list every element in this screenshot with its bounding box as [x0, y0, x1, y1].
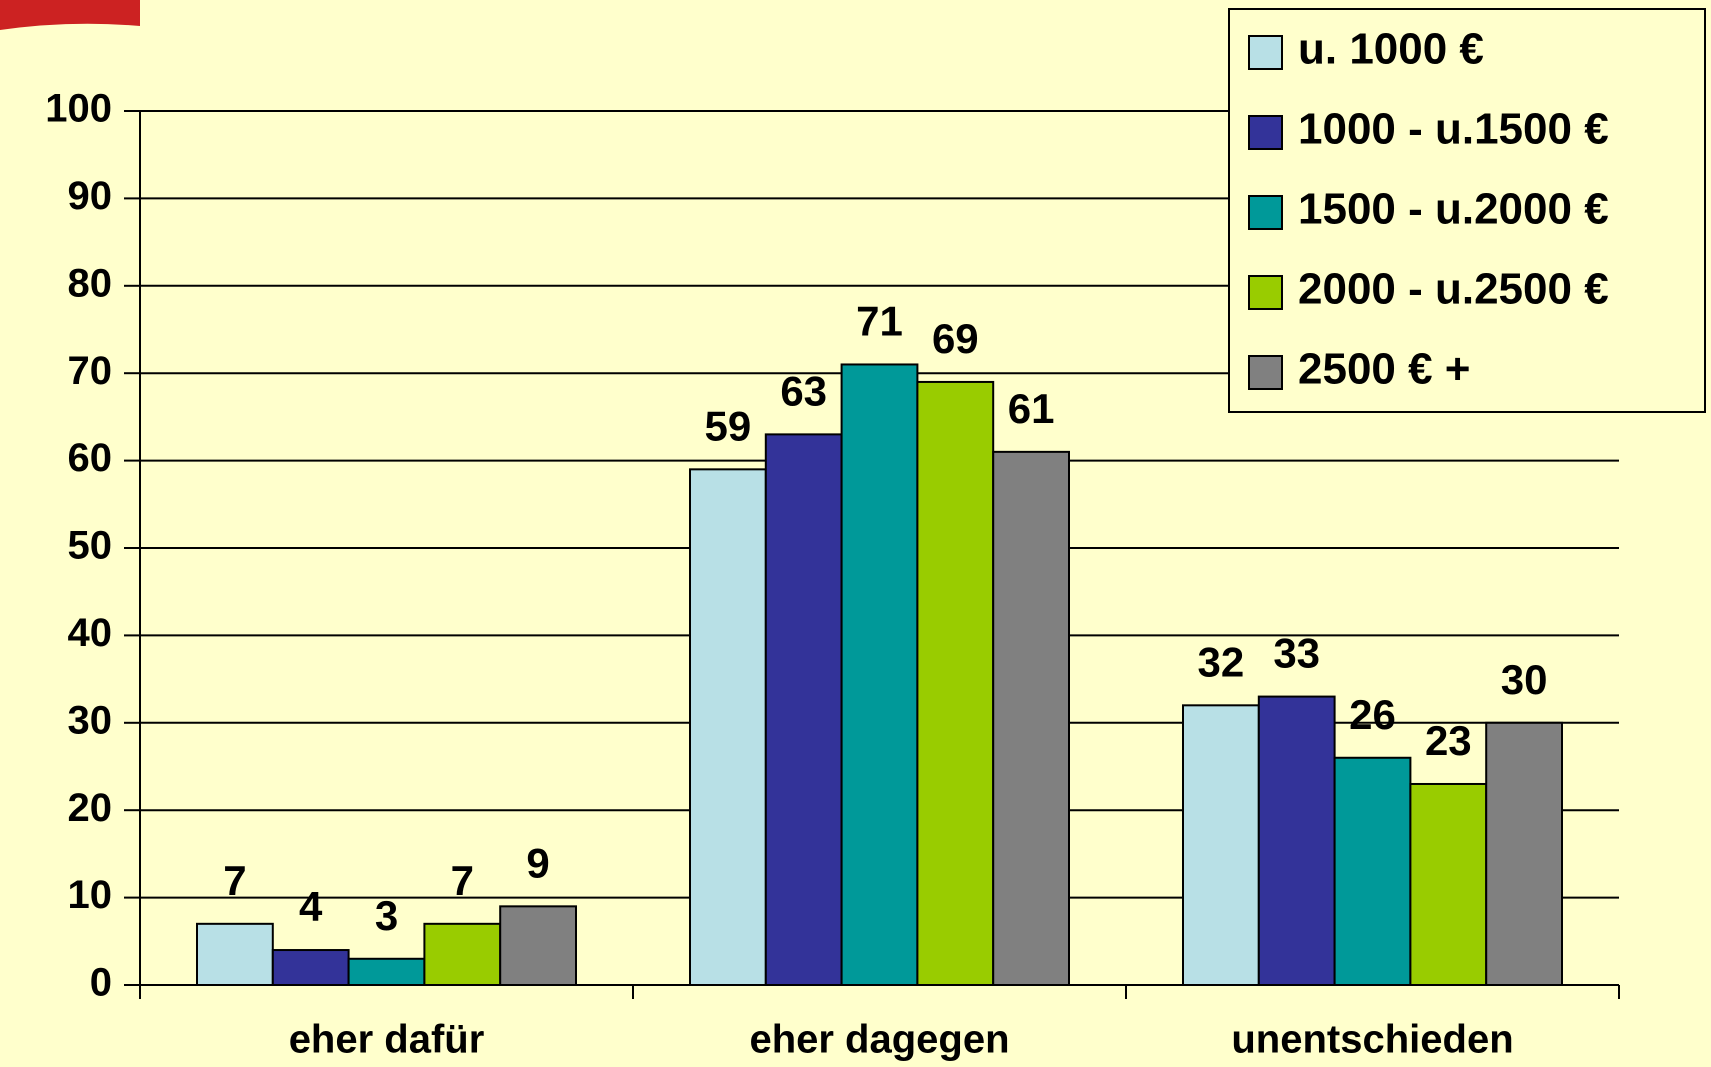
value-label: 61 — [1008, 385, 1055, 432]
y-tick-label: 20 — [68, 786, 113, 830]
bar — [840, 363, 919, 986]
value-label: 23 — [1425, 717, 1472, 764]
legend-label: 2000 - u.2500 € — [1298, 265, 1609, 314]
x-tick-label: eher dafür — [289, 1018, 485, 1062]
bar — [1182, 704, 1260, 986]
legend-label: 2500 € + — [1298, 345, 1471, 394]
value-label: 9 — [526, 839, 549, 886]
legend-label: 1000 - u.1500 € — [1298, 105, 1609, 154]
legend-label: u. 1000 € — [1298, 25, 1484, 74]
y-tick-label: 40 — [68, 611, 113, 655]
value-label: 7 — [451, 857, 474, 904]
bar — [689, 468, 767, 986]
value-label: 59 — [705, 402, 752, 449]
legend-swatch — [1248, 275, 1283, 310]
legend-swatch — [1248, 35, 1283, 70]
bar — [1485, 721, 1563, 986]
legend-box — [1228, 8, 1706, 413]
y-tick-label: 30 — [68, 698, 113, 742]
value-label: 3 — [375, 892, 398, 939]
y-tick-label: 70 — [68, 349, 113, 393]
y-tick-label: 10 — [68, 873, 113, 917]
value-label: 32 — [1198, 638, 1245, 685]
y-tick-label: 0 — [90, 961, 112, 1005]
value-label: 69 — [932, 315, 979, 362]
bar — [271, 949, 350, 986]
legend-swatch — [1248, 115, 1283, 150]
y-tick-label: 80 — [68, 261, 113, 305]
bar — [499, 905, 578, 987]
value-label: 26 — [1349, 691, 1396, 738]
y-tick-label: 100 — [45, 87, 112, 131]
bar — [423, 922, 502, 987]
legend-swatch — [1248, 355, 1283, 390]
y-tick-label: 90 — [68, 174, 113, 218]
y-tick-label: 50 — [68, 524, 113, 568]
bar — [992, 450, 1071, 986]
bar — [1409, 782, 1488, 986]
value-label: 33 — [1273, 630, 1320, 677]
bar — [196, 922, 274, 987]
bar — [764, 433, 843, 986]
bar — [916, 380, 995, 986]
bar — [347, 957, 426, 987]
legend-swatch — [1248, 195, 1283, 230]
logo-fragment — [0, 0, 140, 30]
value-label: 7 — [223, 857, 246, 904]
bar — [1333, 756, 1412, 987]
x-tick-label: eher dagegen — [749, 1018, 1009, 1062]
value-label: 4 — [299, 883, 323, 930]
x-tick-label: unentschieden — [1231, 1018, 1513, 1062]
y-tick-label: 60 — [68, 436, 113, 480]
bar — [1257, 695, 1336, 987]
value-label: 63 — [780, 367, 827, 414]
value-label: 71 — [856, 298, 903, 345]
value-label: 30 — [1501, 656, 1548, 703]
legend-label: 1500 - u.2000 € — [1298, 185, 1609, 234]
